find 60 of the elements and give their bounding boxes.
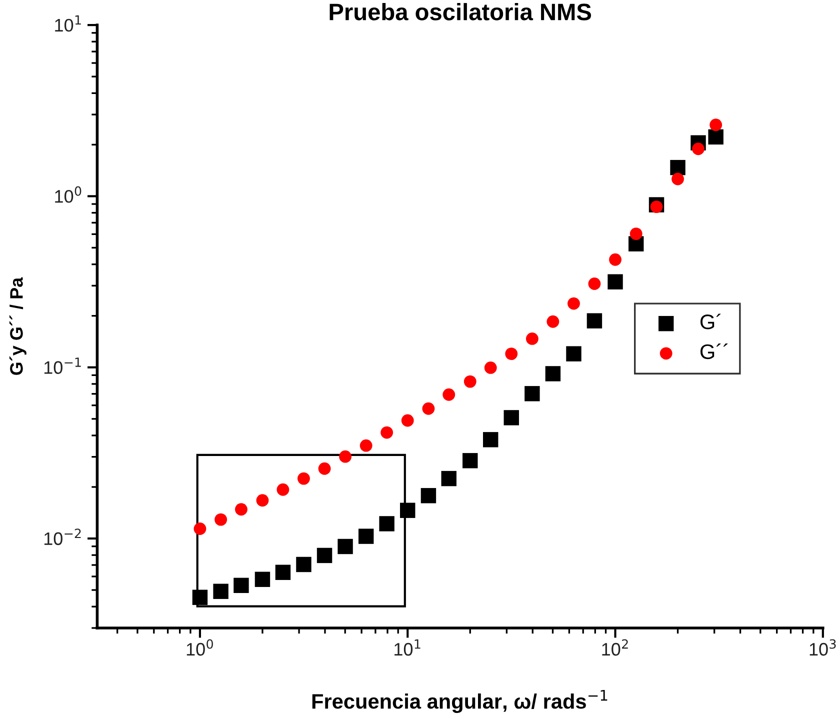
point (422, 402, 435, 415)
point (360, 439, 372, 452)
point (318, 462, 331, 475)
point (526, 332, 538, 345)
x-tick-label: 10$^{1}$ (394, 639, 420, 656)
point (566, 346, 582, 362)
point (588, 278, 601, 290)
x-tick-label: 10$^{3}$ (810, 639, 836, 656)
point (672, 172, 684, 186)
point (254, 572, 270, 587)
y-tick-label: 10$^{0}$ (55, 186, 82, 203)
chart-title: Prueba oscilatoria NMS (330, 3, 592, 20)
y-tick-label: 10$^{1}$ (55, 15, 81, 32)
point (296, 556, 312, 572)
x-axis-title: Frecuencia angular, ω/ rads$^{−1}$ (312, 690, 608, 713)
point (441, 470, 456, 486)
point (504, 410, 519, 426)
point (524, 386, 540, 402)
point (234, 578, 249, 594)
point (568, 297, 580, 310)
point (420, 488, 436, 504)
point (546, 315, 560, 328)
x-tick-label: 10$^{0}$ (186, 639, 213, 656)
point (505, 348, 518, 360)
point (339, 450, 352, 463)
point (235, 503, 248, 516)
point (462, 453, 478, 468)
point (586, 313, 602, 328)
point (464, 375, 476, 388)
point (608, 274, 623, 290)
point (483, 432, 498, 448)
point (358, 528, 374, 544)
point (276, 483, 290, 496)
point (338, 538, 353, 554)
point (380, 426, 394, 439)
y-axis-title: G´y G´´ / Pa (9, 277, 26, 375)
point (192, 590, 208, 605)
x-tick-label: 10$^{2}$ (602, 639, 628, 656)
point (213, 584, 228, 599)
point (275, 564, 291, 580)
point (400, 502, 416, 518)
point (692, 142, 704, 156)
legend-label: G´´ (700, 344, 728, 360)
point (484, 362, 497, 374)
y-tick-label: 10$^{−2}$ (44, 528, 81, 546)
legend-label: G´ (700, 314, 721, 330)
point (214, 513, 228, 526)
point (630, 228, 642, 240)
point (401, 414, 414, 427)
point (194, 522, 206, 535)
point (316, 548, 332, 564)
point (379, 516, 394, 532)
y-tick-label: 10$^{−1}$ (44, 358, 81, 374)
point (442, 388, 456, 401)
point (256, 494, 269, 507)
point (298, 472, 310, 485)
point (545, 366, 561, 382)
point (650, 200, 663, 214)
point (609, 253, 622, 266)
point (670, 160, 686, 176)
